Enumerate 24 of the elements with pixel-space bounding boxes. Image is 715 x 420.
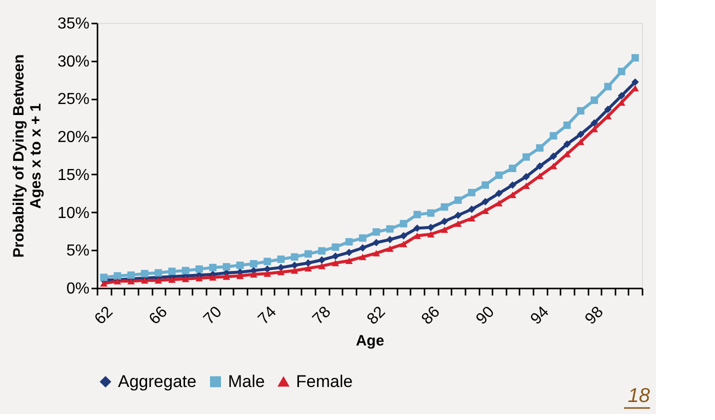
y-tick-label: 20% [57,129,90,146]
text: 18 [628,385,650,407]
x-tick-label: 86 [418,303,444,328]
x-tick-label: 74 [255,303,280,328]
y-tick-label: 10% [57,204,90,222]
x-axis-title: Age [356,332,384,350]
y-tick-label: 35% [57,16,90,32]
y-tick-label: 0% [66,280,90,298]
x-tick-label: 62 [92,303,116,328]
y-tick-label: 30% [57,53,90,70]
x-tick-label: 94 [528,303,552,328]
y-tick-label: 15% [57,166,90,184]
y-tick-label: 5% [66,242,90,260]
legend-label: Aggregate [118,372,196,391]
y-tick-label: 25% [57,91,90,108]
x-tick-label: 90 [473,303,498,328]
x-tick-label: 66 [146,303,171,328]
x-tick-label: 70 [200,303,226,328]
x-tick-label: 78 [310,303,334,328]
x-tick-label: 98 [582,303,607,328]
legend-label: Male [228,372,265,391]
y-axis-title: Probabilty of Dying Between Ages x to x + 1 [10,54,44,258]
x-tick-label: 82 [364,303,389,328]
legend-label: Female [296,372,353,391]
